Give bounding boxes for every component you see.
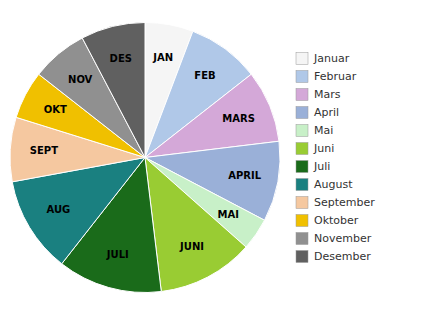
legend-item: Januar — [296, 52, 350, 65]
slice-label: DES — [110, 53, 132, 64]
legend-swatch — [296, 179, 308, 191]
legend-item: November — [296, 232, 372, 245]
legend-label: Oktober — [314, 214, 359, 227]
legend-item: Februar — [296, 70, 357, 83]
legend-label: Mars — [314, 88, 341, 101]
slice-label: MARS — [222, 113, 255, 124]
slice-label: MAI — [218, 209, 239, 220]
pie — [10, 23, 280, 293]
slice-label: AUG — [46, 204, 70, 215]
legend-item: Mars — [296, 88, 341, 101]
legend-label: Januar — [313, 52, 350, 65]
legend-label: April — [314, 106, 339, 119]
legend-label: Februar — [314, 70, 357, 83]
slice-label: OKT — [44, 104, 67, 115]
slice-label: SEPT — [30, 145, 58, 156]
legend-label: November — [314, 232, 372, 245]
legend-swatch — [296, 89, 308, 101]
slice-label: JUNI — [179, 241, 204, 252]
slice-label: FEB — [194, 70, 215, 81]
legend-label: August — [314, 178, 353, 191]
slice-label: JULI — [106, 249, 129, 260]
legend-swatch — [296, 215, 308, 227]
slice-label: NOV — [68, 74, 93, 85]
legend-swatch — [296, 197, 308, 209]
legend-item: Oktober — [296, 214, 359, 227]
legend-item: Juni — [296, 142, 334, 155]
legend-item: Desember — [296, 250, 371, 263]
slice-labels: JAN FEB MARS APRIL MAI JUNI JULI AUG SEPT OKT NOV D… — [30, 52, 262, 260]
legend-label: Juli — [313, 160, 330, 173]
slice-label: JAN — [152, 52, 173, 63]
legend-label: Desember — [314, 250, 371, 263]
legend-label: September — [314, 196, 375, 209]
legend-item: April — [296, 106, 339, 119]
legend-swatch — [296, 71, 308, 83]
legend-swatch — [296, 107, 308, 119]
slice-label: APRIL — [228, 170, 261, 181]
legend-swatch — [296, 251, 308, 263]
legend-swatch — [296, 233, 308, 245]
legend-swatch — [296, 161, 308, 173]
legend-item: Mai — [296, 124, 333, 137]
legend-swatch — [296, 53, 308, 65]
chart: JAN FEB MARS APRIL MAI JUNI JULI AUG SEPT OKT NOV D… — [0, 0, 436, 315]
legend-swatch — [296, 143, 308, 155]
legend: Januar Februar Mars April Mai Juni Juli August S… — [296, 52, 375, 263]
legend-label: Mai — [314, 124, 333, 137]
legend-item: September — [296, 196, 375, 209]
pie-slice — [82, 23, 145, 158]
legend-label: Juni — [313, 142, 334, 155]
legend-item: Juli — [296, 160, 330, 173]
legend-item: August — [296, 178, 353, 191]
legend-swatch — [296, 125, 308, 137]
